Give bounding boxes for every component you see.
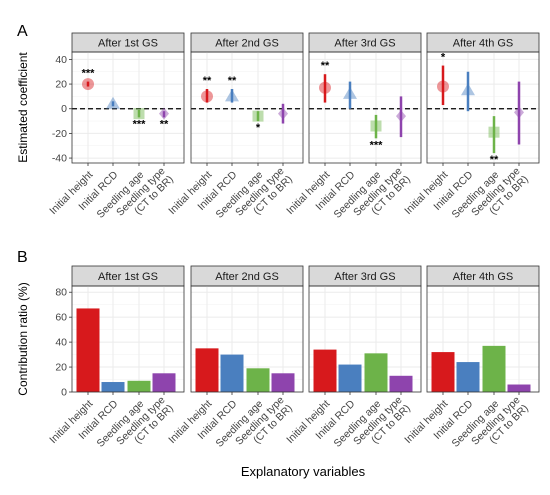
bar-seedling-age — [482, 345, 506, 392]
y-tick-label: 20 — [55, 362, 67, 374]
significance-label: * — [256, 122, 261, 134]
bar-initial-height — [195, 348, 219, 392]
point-seedling-type — [278, 107, 288, 120]
panel-label: A — [17, 23, 28, 40]
bar-initial-rcd — [101, 382, 125, 392]
bar-initial-rcd — [456, 362, 480, 392]
facet-title: After 1st GS — [98, 38, 158, 50]
point-seedling-age — [370, 120, 382, 132]
facet-after-1st-gs: After 1st GS****** **Initial heightInitia… — [47, 32, 185, 221]
y-tick-label: -40 — [52, 153, 67, 165]
facet-title: After 1st GS — [98, 271, 158, 283]
panel-border — [190, 51, 304, 164]
bar-seedling-age — [364, 353, 388, 392]
point-seedling-age — [252, 110, 264, 122]
bar-seedling-type — [507, 384, 531, 392]
y-axis-title: Estimated coefficient — [16, 52, 30, 163]
significance-label: * — [441, 52, 446, 64]
point-initial-height — [437, 80, 449, 93]
facet-title: After 2nd GS — [215, 38, 279, 50]
facet-title: After 4th GS — [453, 38, 514, 50]
point-initial-rcd — [225, 89, 239, 102]
bar-initial-rcd — [220, 354, 244, 392]
bar-seedling-type — [271, 373, 295, 392]
bar-initial-height — [431, 352, 455, 392]
point-initial-rcd — [461, 83, 475, 96]
bar-initial-height — [313, 349, 337, 392]
significance-label: ** — [490, 154, 499, 166]
x-axis-title: Explanatory variables — [241, 464, 366, 479]
significance-label: *** — [82, 68, 96, 80]
significance-label: ** — [228, 75, 237, 87]
y-tick-label: 40 — [55, 54, 67, 66]
y-tick-label: 60 — [55, 312, 67, 324]
point-initial-height — [319, 81, 331, 94]
significance-label: *** — [133, 118, 147, 130]
point-seedling-type — [514, 106, 524, 119]
significance-label: ** — [203, 75, 212, 87]
point-seedling-type — [396, 110, 406, 123]
bar-seedling-age — [127, 380, 151, 392]
bar-seedling-age — [246, 368, 270, 392]
point-seedling-age — [488, 126, 500, 138]
y-tick-label: 20 — [55, 79, 67, 91]
panel-border — [308, 285, 422, 393]
y-axis-title: Contribution ratio (%) — [16, 282, 30, 395]
bar-seedling-type — [152, 373, 176, 392]
y-tick-label: 0 — [61, 387, 67, 399]
significance-label: *** — [370, 139, 384, 151]
panel-border — [426, 51, 540, 164]
point-initial-height — [201, 90, 213, 103]
significance-label: ** — [160, 118, 169, 130]
panel-border — [426, 285, 540, 393]
point-initial-rcd — [106, 96, 120, 109]
point-initial-height — [82, 78, 94, 91]
y-tick-label: -20 — [52, 128, 67, 140]
facet-title: After 3rd GS — [334, 271, 395, 283]
point-seedling-type — [159, 107, 169, 120]
y-tick-label: 40 — [55, 337, 67, 349]
panel-a: A Estimated coefficient -40 -20 0 20 40 After 1… — [16, 23, 540, 221]
panel-border — [308, 51, 422, 164]
facet-title: After 4th GS — [453, 271, 514, 283]
y-tick-label: 80 — [55, 287, 67, 299]
bar-seedling-type — [389, 375, 413, 392]
panel-border — [190, 285, 304, 393]
significance-label: ** — [321, 60, 330, 72]
bar-initial-rcd — [338, 364, 362, 392]
panel-label: B — [17, 249, 28, 266]
panel-border — [71, 285, 185, 393]
facet-title: After 3rd GS — [334, 38, 395, 50]
panel-border — [71, 51, 185, 164]
facet-title: After 2nd GS — [215, 271, 279, 283]
point-initial-rcd — [343, 86, 357, 99]
point-seedling-age — [133, 108, 145, 120]
y-tick-label: 0 — [61, 103, 67, 115]
bar-initial-height — [76, 308, 100, 392]
